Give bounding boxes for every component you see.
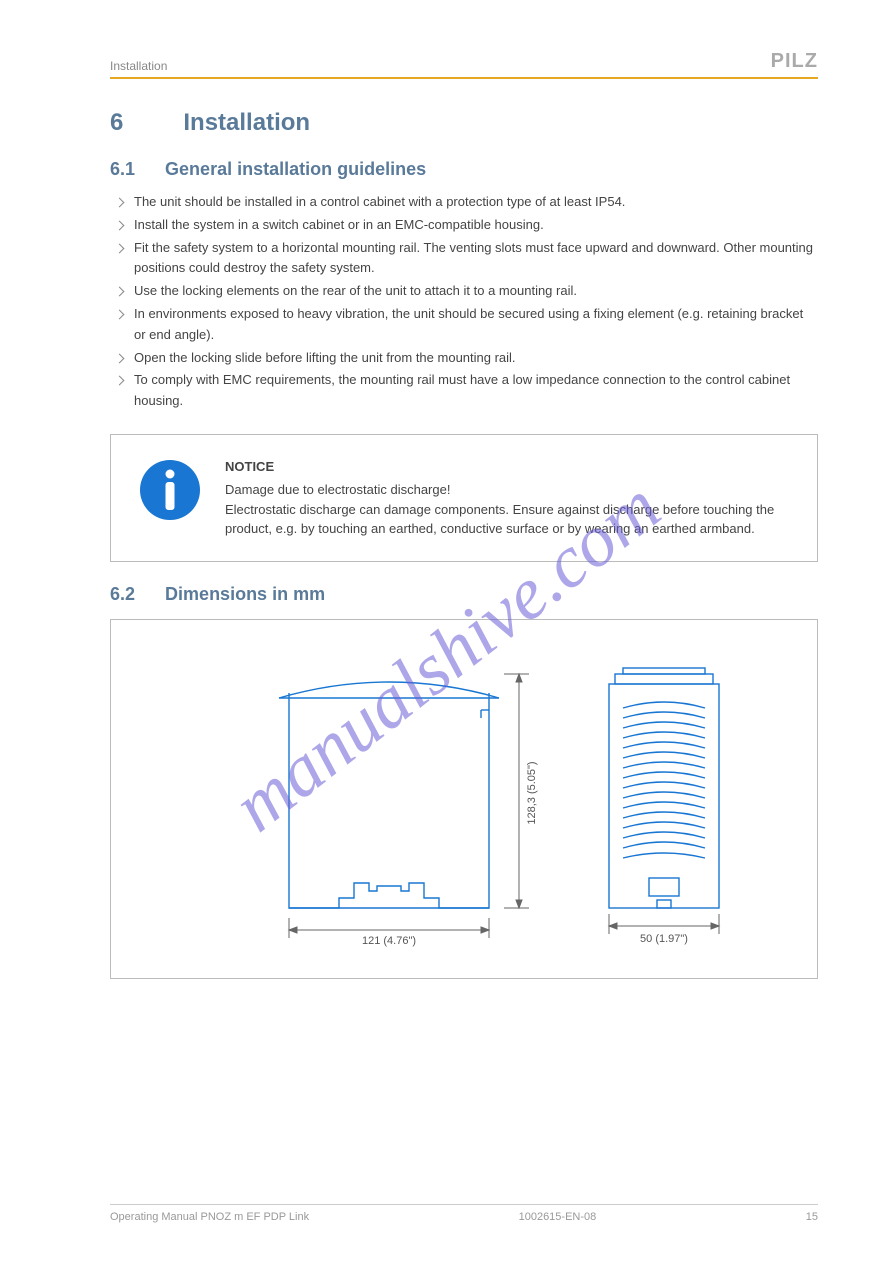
section-number: 6 [110, 109, 123, 136]
subsection-heading: 6.1 General installation guidelines [110, 159, 818, 180]
brand-logo: PILZ [771, 50, 818, 73]
subsection-heading-62: 6.2 Dimensions in mm [110, 584, 818, 605]
footer-left: Operating Manual PNOZ m EF PDP Link [110, 1211, 309, 1223]
dimensions-figure: 121 (4.76") 128,3 (5.05") [110, 619, 818, 979]
subsection-number: 6.1 [110, 159, 135, 179]
footer: Operating Manual PNOZ m EF PDP Link 1002… [110, 1204, 818, 1223]
footer-right: 15 [806, 1211, 818, 1223]
list-item: Use the locking elements on the rear of … [110, 281, 818, 302]
notice-box: NOTICE Damage due to electrostatic disch… [110, 434, 818, 562]
guideline-list: The unit should be installed in a contro… [110, 192, 818, 412]
notice-icon [137, 457, 203, 539]
subsection-number-62: 6.2 [110, 584, 135, 604]
list-item: To comply with EMC requirements, the mou… [110, 370, 818, 412]
section-title: Installation [183, 109, 310, 136]
notice-title: NOTICE [225, 457, 791, 477]
section-heading: 6 Installation [110, 109, 818, 137]
list-item: Open the locking slide before lifting th… [110, 348, 818, 369]
list-item: Fit the safety system to a horizontal mo… [110, 238, 818, 280]
notice-body2: Electrostatic discharge can damage compo… [225, 502, 774, 537]
footer-center: 1002615-EN-08 [519, 1211, 597, 1223]
dim-side-w: 50 (1.97") [640, 933, 688, 945]
notice-text: NOTICE Damage due to electrostatic disch… [225, 457, 791, 539]
subsection-title: General installation guidelines [165, 159, 426, 179]
dim-front-w: 121 (4.76") [362, 935, 416, 947]
dim-front-h: 128,3 (5.05") [526, 761, 538, 824]
list-item: In environments exposed to heavy vibrati… [110, 304, 818, 346]
header-rule [110, 77, 818, 79]
notice-body1: Damage due to electrostatic discharge! [225, 482, 450, 497]
header: Installation PILZ [110, 50, 818, 73]
list-item: Install the system in a switch cabinet o… [110, 215, 818, 236]
list-item: The unit should be installed in a contro… [110, 192, 818, 213]
header-left: Installation [110, 59, 167, 73]
subsection-title-62: Dimensions in mm [165, 584, 325, 604]
